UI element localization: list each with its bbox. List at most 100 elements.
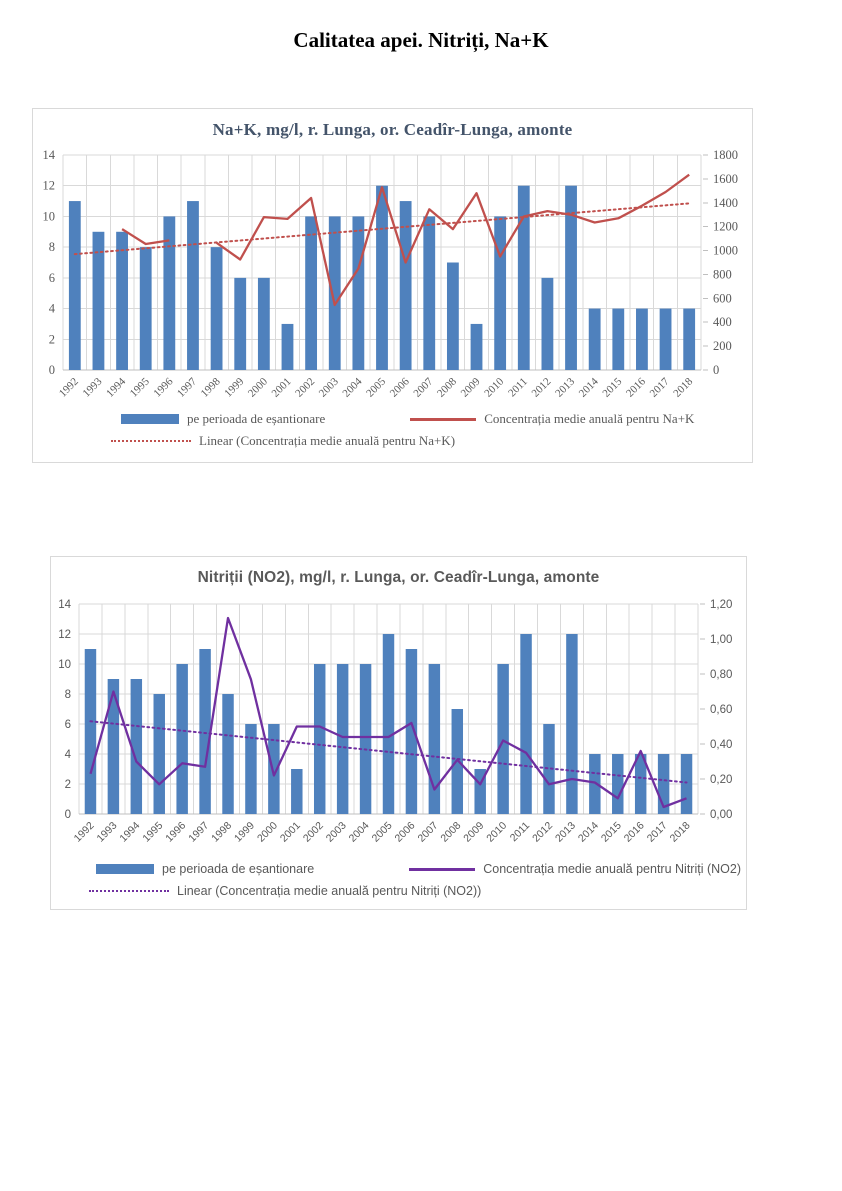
legend-item-linear-trend: Linear (Concentrația medie anuală pentru… bbox=[89, 884, 481, 898]
svg-text:2000: 2000 bbox=[246, 375, 270, 399]
svg-text:2001: 2001 bbox=[270, 376, 294, 400]
svg-text:8: 8 bbox=[49, 240, 55, 254]
svg-text:1993: 1993 bbox=[95, 820, 120, 845]
svg-text:1994: 1994 bbox=[117, 820, 142, 845]
svg-text:2011: 2011 bbox=[506, 376, 530, 400]
svg-text:2004: 2004 bbox=[340, 375, 364, 399]
svg-text:2015: 2015 bbox=[599, 820, 624, 845]
svg-text:1992: 1992 bbox=[57, 376, 81, 400]
svg-text:1995: 1995 bbox=[140, 820, 165, 845]
svg-text:1996: 1996 bbox=[163, 820, 188, 845]
svg-text:2014: 2014 bbox=[576, 820, 601, 845]
legend-label: Linear (Concentrația medie anuală pentru… bbox=[177, 884, 482, 898]
svg-text:0,60: 0,60 bbox=[710, 704, 732, 716]
dotted-line-swatch-icon bbox=[111, 440, 191, 442]
svg-text:2: 2 bbox=[49, 332, 55, 346]
svg-text:2006: 2006 bbox=[393, 820, 418, 845]
legend-item-concentration: Concentrația medie anuală pentru Nitriți… bbox=[409, 862, 741, 876]
svg-text:1993: 1993 bbox=[81, 375, 105, 399]
svg-text:1999: 1999 bbox=[222, 375, 246, 399]
legend-item-linear-trend: Linear (Concentrația medie anuală pentru… bbox=[111, 433, 455, 449]
svg-text:14: 14 bbox=[43, 149, 56, 162]
svg-text:2010: 2010 bbox=[482, 375, 506, 399]
svg-text:0: 0 bbox=[65, 809, 71, 821]
chart-na-k-title: Na+K, mg/l, r. Lunga, or. Ceadîr-Lunga, … bbox=[212, 120, 573, 139]
svg-text:1999: 1999 bbox=[232, 820, 257, 845]
page-title: Calitatea apei. Nitriți, Na+K bbox=[293, 28, 549, 52]
svg-text:6: 6 bbox=[65, 719, 71, 731]
chart-nitrites: Nitriții (NO2), mg/l, r. Lunga, or. Cead… bbox=[50, 556, 747, 910]
legend-label: Concentrația medie anuală pentru Nitriți… bbox=[483, 862, 741, 876]
svg-text:2005: 2005 bbox=[370, 820, 395, 845]
svg-text:1997: 1997 bbox=[186, 820, 211, 845]
svg-text:1996: 1996 bbox=[151, 375, 175, 399]
svg-text:2015: 2015 bbox=[600, 375, 624, 399]
svg-text:600: 600 bbox=[713, 291, 732, 305]
line-swatch-icon bbox=[409, 867, 476, 871]
svg-text:2010: 2010 bbox=[484, 820, 509, 845]
svg-text:2016: 2016 bbox=[622, 820, 647, 845]
svg-text:2007: 2007 bbox=[411, 375, 435, 399]
svg-text:2005: 2005 bbox=[364, 375, 388, 399]
svg-text:2012: 2012 bbox=[530, 820, 555, 845]
svg-text:2013: 2013 bbox=[553, 375, 577, 399]
svg-text:2003: 2003 bbox=[324, 820, 349, 845]
chart-na-k-plot: 0 2 4 6 8 10 12 14 0 200 400 600 800 1000 1200 1400 1600… bbox=[43, 149, 739, 400]
chart-nitrites-plot: 0 2 4 6 8 10 12 14 0,00 0,20 0,40 0,60 0,80 1,00 1,20 1… bbox=[58, 599, 732, 845]
chart-nitrites-title: Nitriții (NO2), mg/l, r. Lunga, or. Cead… bbox=[197, 569, 600, 586]
svg-text:2016: 2016 bbox=[624, 375, 648, 399]
dotted-line-swatch-icon bbox=[89, 890, 169, 892]
svg-text:2002: 2002 bbox=[293, 376, 317, 400]
legend-item-concentration: Concentrația medie anuală pentru Na+K bbox=[410, 411, 694, 427]
legend-label: pe perioada de eșantionare bbox=[187, 411, 326, 426]
svg-text:2009: 2009 bbox=[459, 375, 483, 399]
svg-text:12: 12 bbox=[43, 179, 56, 193]
svg-text:1800: 1800 bbox=[713, 149, 738, 162]
svg-text:4: 4 bbox=[49, 302, 56, 316]
svg-text:1998: 1998 bbox=[199, 375, 223, 399]
svg-text:2002: 2002 bbox=[301, 820, 326, 845]
svg-text:2008: 2008 bbox=[435, 375, 459, 399]
svg-text:0: 0 bbox=[49, 363, 55, 377]
svg-text:2018: 2018 bbox=[668, 820, 693, 845]
svg-text:0,00: 0,00 bbox=[710, 809, 732, 821]
svg-text:2014: 2014 bbox=[577, 375, 601, 399]
svg-text:1994: 1994 bbox=[104, 375, 128, 399]
legend-label: pe perioada de eșantionare bbox=[162, 862, 315, 876]
svg-text:0,80: 0,80 bbox=[710, 669, 732, 681]
legend-item-sampling: pe perioada de eșantionare bbox=[96, 862, 314, 876]
svg-text:8: 8 bbox=[65, 689, 71, 701]
svg-text:2008: 2008 bbox=[438, 820, 463, 845]
svg-text:1997: 1997 bbox=[175, 375, 199, 399]
svg-text:4: 4 bbox=[65, 749, 72, 761]
svg-text:1200: 1200 bbox=[713, 220, 738, 234]
svg-text:2017: 2017 bbox=[645, 820, 670, 845]
svg-text:2007: 2007 bbox=[415, 820, 440, 845]
svg-text:1400: 1400 bbox=[713, 196, 738, 210]
chart-nitrites-legend: pe perioada de eșantionare Concentrația … bbox=[51, 860, 746, 900]
legend-label: Concentrația medie anuală pentru Na+K bbox=[484, 411, 695, 426]
legend-label: Linear (Concentrația medie anuală pentru… bbox=[199, 433, 456, 448]
chart-na-k: Na+K, mg/l, r. Lunga, or. Ceadîr-Lunga, … bbox=[32, 108, 753, 463]
svg-text:800: 800 bbox=[713, 267, 732, 281]
svg-text:1995: 1995 bbox=[128, 375, 152, 399]
svg-text:14: 14 bbox=[58, 599, 71, 611]
svg-text:12: 12 bbox=[58, 629, 71, 641]
bar-swatch-icon bbox=[121, 414, 179, 424]
chart-na-k-legend: pe perioada de eșantionare Concentrația … bbox=[33, 410, 752, 450]
svg-text:2004: 2004 bbox=[347, 820, 372, 845]
svg-text:2006: 2006 bbox=[388, 375, 412, 399]
svg-text:2013: 2013 bbox=[553, 820, 578, 845]
svg-text:1992: 1992 bbox=[72, 820, 97, 845]
svg-text:2017: 2017 bbox=[648, 375, 672, 399]
svg-text:2001: 2001 bbox=[278, 820, 303, 845]
svg-text:2003: 2003 bbox=[317, 375, 341, 399]
svg-text:1000: 1000 bbox=[713, 244, 738, 258]
svg-text:200: 200 bbox=[713, 339, 732, 353]
legend-item-sampling: pe perioada de eșantionare bbox=[121, 411, 325, 427]
svg-text:2000: 2000 bbox=[255, 820, 280, 845]
svg-text:10: 10 bbox=[43, 209, 56, 223]
svg-text:2: 2 bbox=[65, 779, 71, 791]
svg-text:2009: 2009 bbox=[461, 820, 486, 845]
svg-text:1600: 1600 bbox=[713, 172, 738, 186]
